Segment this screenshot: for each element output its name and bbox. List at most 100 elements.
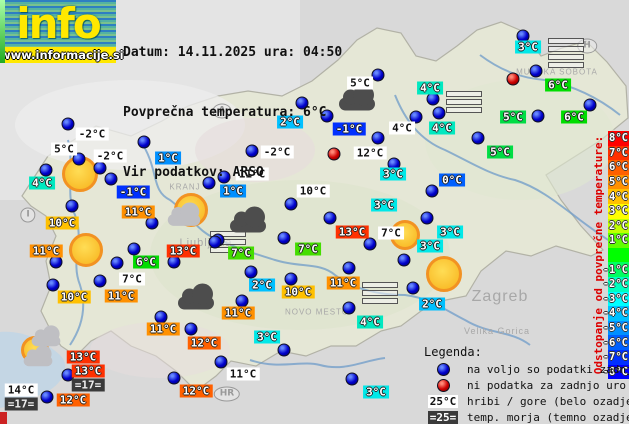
mountain-temp-label: -2°C [93, 149, 127, 163]
scale-row: -2°C [602, 276, 629, 292]
station-temp-label: 6°C [133, 255, 159, 269]
station-dot-blue [342, 301, 356, 315]
legend-item: =25= temp. morja (temno ozadje) [424, 409, 629, 424]
station-dot-blue [397, 253, 411, 267]
station-dot-blue [39, 163, 53, 177]
white-box-icon: 25°C [427, 394, 459, 408]
station-dot-blue [531, 109, 545, 123]
hatch-bar [362, 282, 398, 288]
station-temp-label: 0°C [439, 173, 465, 187]
header-avg-temp-line: Povprečna temperatura: 6°C [123, 105, 327, 120]
city-label: MURSKA SOBOTA [516, 67, 598, 77]
logo[interactable]: info www.informacije.si [0, 0, 124, 63]
scale-row: 8°C [608, 131, 629, 146]
station-dot-blue [65, 199, 79, 213]
station-dot-blue [208, 235, 222, 249]
station-temp-label: 11°C [221, 306, 255, 320]
station-dot-blue [127, 242, 141, 256]
station-dot-blue [342, 261, 356, 275]
station-temp-label: 7°C [228, 246, 254, 260]
legend-item: na voljo so podatki zadnje ure [424, 361, 629, 377]
station-temp-label: 7°C [295, 242, 321, 256]
legend-icon-cell: =25= [424, 410, 462, 424]
scale-row: 7°C [608, 145, 629, 161]
legend-item: 25°C hribi / gore (belo ozadje) [424, 393, 629, 409]
hatch-bar [446, 99, 482, 105]
station-temp-label: 11°C [29, 244, 63, 258]
cloud-icon [230, 206, 266, 233]
hatch-bars-icon [210, 231, 246, 255]
legend-title: Legenda: [424, 345, 482, 359]
city-label: Velika Gorica [463, 326, 531, 336]
station-dot-blue [110, 256, 124, 270]
hatch-bars-icon [362, 282, 398, 306]
hatch-bar [210, 231, 246, 237]
station-temp-label: 10°C [281, 285, 315, 299]
station-dot-blue [432, 106, 446, 120]
legend-items: na voljo so podatki zadnje ure ni podatka… [424, 361, 629, 424]
station-temp-label: 11°C [146, 322, 180, 336]
station-temp-label: 10°C [57, 290, 91, 304]
station-dot-blue [409, 110, 423, 124]
red-dot-icon [436, 378, 450, 392]
station-dot-blue [93, 161, 107, 175]
station-dot-blue [284, 272, 298, 286]
temperature-deviation-scale: 8°C 7°C 6°C 5°C 4°C 3°C 2°C 1°C -1°C -2°C -3°C -4°C… [602, 131, 629, 380]
map-route-marker: I [20, 207, 36, 223]
station-dot-blue [320, 109, 334, 123]
station-dot-blue [137, 135, 151, 149]
station-dot-blue [295, 96, 309, 110]
station-temp-label: 13°C [166, 244, 200, 258]
mountain-temp-label: 7°C [119, 272, 145, 286]
scale-row: 5°C [608, 174, 629, 190]
scale-row: -7°C [602, 349, 629, 365]
station-dot-blue [277, 343, 291, 357]
station-temp-label: 12°C [56, 393, 90, 407]
station-temp-label: 10°C [45, 216, 79, 230]
station-dot-blue [371, 68, 385, 82]
cloud-icon [178, 283, 214, 310]
legend: Legenda: na voljo so podatki zadnje uren… [424, 345, 629, 424]
station-temp-label: 2°C [277, 115, 303, 129]
station-dot-blue [245, 144, 259, 158]
legend-icon-cell [424, 378, 462, 392]
mountain-temp-label: 12°C [353, 146, 387, 160]
station-dot-blue [363, 237, 377, 251]
legend-item-text: temp. morja (temno ozadje) [467, 410, 629, 424]
logo-site-url[interactable]: www.informacije.si [0, 47, 124, 63]
legend-item: ni podatka za zadnjo uro [424, 377, 629, 393]
hatch-bar [548, 62, 584, 68]
city-label: KRANJ [169, 182, 201, 192]
station-dot-blue [184, 322, 198, 336]
mountain-temp-label: 4°C [389, 121, 415, 135]
scale-row: -6°C [602, 335, 629, 350]
hatch-bar [446, 107, 482, 113]
station-temp-label: 1°C [220, 184, 246, 198]
station-dot-blue [61, 117, 75, 131]
mountain-temp-label: 14°C [4, 383, 38, 397]
station-temp-label: 5°C [500, 110, 526, 124]
station-temp-label: 12°C [187, 336, 221, 350]
station-temp-label: 3°C [437, 225, 463, 239]
station-temp-label: 2°C [419, 297, 445, 311]
station-dot-blue [277, 231, 291, 245]
header-info: Datum: 14.11.2025 ura: 04:50 Povprečna t… [123, 3, 342, 223]
station-dot-blue [214, 355, 228, 369]
hatch-bar [362, 298, 398, 304]
light-cloud-icon [23, 345, 53, 367]
sun-icon [426, 256, 462, 292]
station-dot-blue [72, 152, 86, 166]
station-temp-label: 13°C [335, 225, 369, 239]
mountain-temp-label: 7°C [378, 226, 404, 240]
scale-row: 4°C [608, 189, 629, 204]
station-temp-label: -1°C [332, 122, 366, 136]
sea-temp-label: =17= [4, 397, 38, 411]
station-temp-label: 1°C [155, 151, 181, 165]
scale-row: 2°C [608, 218, 629, 234]
mountain-temp-label: 5°C [51, 142, 77, 156]
station-temp-label: 6°C [545, 78, 571, 92]
hatch-bars-icon [548, 38, 584, 70]
hatch-bar [548, 54, 584, 60]
station-temp-label: 5°C [487, 145, 513, 159]
map-route-marker: HR [213, 386, 241, 402]
